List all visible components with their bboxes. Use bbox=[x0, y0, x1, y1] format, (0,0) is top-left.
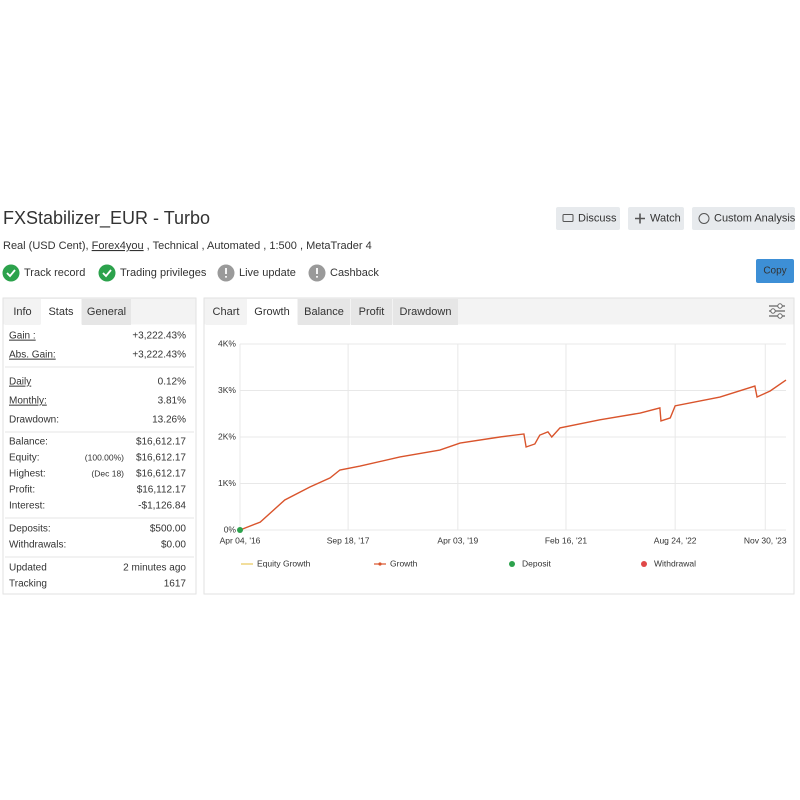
tab[interactable] bbox=[206, 299, 246, 325]
legend-label: Withdrawal bbox=[654, 558, 696, 568]
stat-note: (Dec 18) bbox=[91, 468, 124, 478]
legend-dot bbox=[641, 561, 647, 567]
stat-value: 3.81% bbox=[158, 396, 186, 407]
badge-label: Live update bbox=[239, 267, 296, 279]
tab[interactable] bbox=[351, 299, 392, 325]
growth-line bbox=[239, 379, 787, 531]
stat-label: Monthly: bbox=[9, 396, 47, 407]
tab[interactable] bbox=[82, 299, 131, 325]
stat-value: 0.12% bbox=[158, 377, 186, 388]
settings-knob bbox=[777, 303, 783, 309]
stat-value: +3,222.43% bbox=[132, 350, 186, 361]
badge-check bbox=[6, 269, 16, 278]
stat-label: Equity: bbox=[9, 453, 40, 464]
header-button[interactable]: Custom Analysis bbox=[692, 207, 796, 230]
stat-value: $16,112.17 bbox=[137, 485, 187, 496]
stat-label: Gain : bbox=[9, 331, 36, 342]
stat-label: Abs. Gain: bbox=[9, 350, 56, 361]
tab[interactable] bbox=[393, 299, 458, 325]
stat-value: $0.00 bbox=[161, 540, 186, 551]
header-button[interactable]: Discuss bbox=[556, 207, 620, 230]
icon bbox=[562, 214, 574, 222]
tab[interactable] bbox=[298, 299, 350, 325]
legend-label: Deposit bbox=[522, 558, 551, 568]
x-tick-label: Nov 30, '23 bbox=[744, 535, 787, 545]
legend-label: Equity Growth bbox=[257, 558, 311, 568]
tab[interactable] bbox=[41, 299, 81, 325]
stat-label: Daily bbox=[9, 377, 31, 388]
button-label: Discuss bbox=[578, 212, 617, 224]
stat-value: 2 minutes ago bbox=[123, 563, 186, 574]
subtitle: Real (USD Cent), Forex4you , Technical ,… bbox=[3, 240, 372, 252]
stat-value: $500.00 bbox=[150, 524, 187, 535]
badge-label: Track record bbox=[24, 267, 85, 279]
page-title: FXStabilizer_EUR - Turbo bbox=[3, 208, 210, 229]
stat-value: $16,612.17 bbox=[136, 437, 186, 448]
stat-label: Tracking bbox=[9, 579, 47, 590]
y-tick-label: 4K% bbox=[218, 338, 236, 348]
badge-check bbox=[102, 269, 112, 278]
stat-value: 1617 bbox=[164, 579, 187, 590]
stat-label: Profit: bbox=[9, 485, 35, 496]
tab-label: Drawdown bbox=[400, 306, 452, 318]
y-tick-label: 0% bbox=[224, 524, 237, 534]
stat-value: $16,612.17 bbox=[136, 453, 186, 464]
stat-label: Highest: bbox=[9, 469, 46, 480]
deposit-point bbox=[237, 527, 243, 533]
button-label: Custom Analysis bbox=[714, 212, 796, 224]
panel bbox=[2, 297, 197, 595]
stat-value: -$1,126.84 bbox=[138, 501, 186, 512]
x-tick-label: Apr 04, '16 bbox=[220, 535, 261, 545]
y-tick-label: 2K% bbox=[218, 431, 236, 441]
settings-knob bbox=[770, 308, 776, 314]
copy-label: Copy bbox=[763, 266, 786, 277]
x-tick-label: Apr 03, '19 bbox=[437, 535, 478, 545]
badge-icon bbox=[2, 264, 20, 282]
x-tick-label: Sep 18, '17 bbox=[327, 535, 370, 545]
stat-label: Balance: bbox=[9, 437, 48, 448]
legend-label: Growth bbox=[390, 558, 418, 568]
button-bg bbox=[628, 207, 684, 230]
y-tick-label: 3K% bbox=[218, 385, 236, 395]
stat-label: Updated bbox=[9, 563, 47, 574]
tab-label: Info bbox=[13, 306, 31, 318]
stat-label: Drawdown: bbox=[9, 415, 59, 426]
stat-value: 13.26% bbox=[152, 415, 186, 426]
tab[interactable] bbox=[5, 299, 40, 325]
button-label: Watch bbox=[650, 212, 681, 224]
stat-note: (100.00%) bbox=[85, 452, 124, 462]
stat-label: Deposits: bbox=[9, 524, 51, 535]
y-tick-label: 1K% bbox=[218, 478, 236, 488]
button-bg bbox=[692, 207, 795, 230]
badge-label: Cashback bbox=[330, 267, 379, 279]
subtitle-part: Real (USD Cent), bbox=[3, 240, 92, 252]
x-tick-label: Aug 24, '22 bbox=[654, 535, 697, 545]
tab-label: General bbox=[87, 306, 126, 318]
panel bbox=[203, 297, 795, 595]
header-button[interactable]: Watch bbox=[628, 207, 684, 230]
legend-dot bbox=[378, 562, 382, 566]
icon bbox=[635, 213, 645, 224]
tab-label: Growth bbox=[254, 306, 289, 318]
broker-link[interactable]: Forex4you bbox=[92, 240, 144, 252]
x-tick-label: Feb 16, '21 bbox=[545, 535, 588, 545]
tab-label: Stats bbox=[48, 306, 74, 318]
legend-dot bbox=[509, 561, 515, 567]
copy-button[interactable] bbox=[756, 259, 794, 283]
stat-value: +3,222.43% bbox=[132, 331, 186, 342]
badge-icon bbox=[98, 264, 116, 282]
tab-label: Balance bbox=[304, 306, 344, 318]
icon bbox=[698, 213, 710, 224]
tab-label: Profit bbox=[359, 306, 385, 318]
settings-knob bbox=[777, 313, 783, 319]
stat-label: Interest: bbox=[9, 501, 45, 512]
stat-value: $16,612.17 bbox=[136, 469, 186, 480]
button-bg bbox=[556, 207, 620, 230]
badge-label: Trading privileges bbox=[120, 267, 207, 279]
tab[interactable] bbox=[247, 299, 297, 325]
tab-label: Chart bbox=[213, 306, 240, 318]
subtitle-part: , Technical , Automated , 1:500 , MetaTr… bbox=[144, 240, 372, 252]
stat-label: Withdrawals: bbox=[9, 540, 66, 551]
